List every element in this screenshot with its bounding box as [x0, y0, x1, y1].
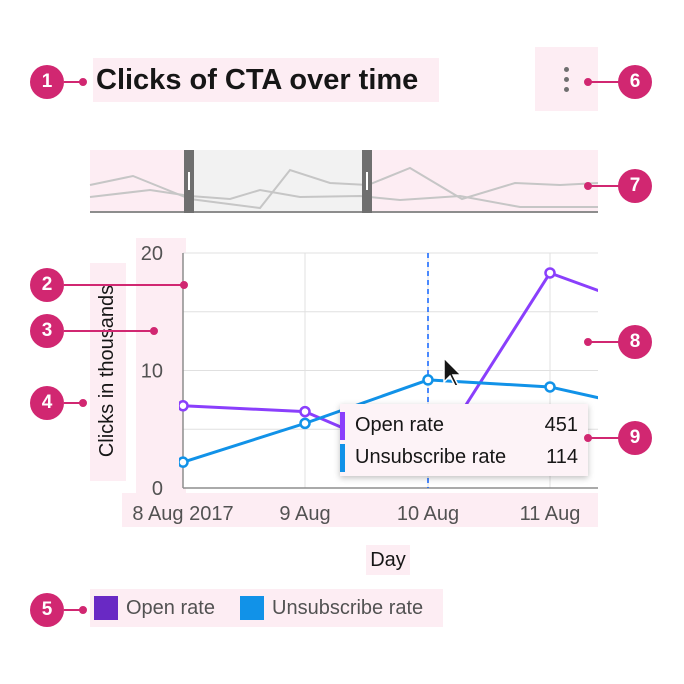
y-axis-title-highlight — [90, 263, 126, 481]
annotation-marker: 9 — [618, 421, 652, 455]
handle-grip-icon — [366, 172, 368, 190]
y-tick-label: 0 — [152, 478, 163, 500]
tooltip-row-unsubscribe-rate: Unsubscribe rate 114 — [340, 440, 588, 472]
legend-swatch — [240, 596, 264, 620]
handle-grip-icon — [188, 172, 190, 190]
annotation-marker: 8 — [618, 325, 652, 359]
tooltip-label: Unsubscribe rate — [355, 446, 507, 468]
data-point — [179, 456, 189, 468]
x-axis-highlight — [122, 493, 598, 527]
x-tick-label: 9 Aug — [279, 503, 330, 525]
y-tick-label: 10 — [141, 361, 163, 383]
data-point — [544, 381, 556, 393]
legend-label: Unsubscribe rate — [272, 597, 424, 619]
zoom-bar-preview-line — [89, 188, 598, 208]
x-axis-title: Day — [370, 549, 406, 571]
y-axis-highlight — [136, 238, 186, 493]
annotation-marker: 6 — [618, 65, 652, 99]
legend-item-open-rate[interactable]: Open rate — [90, 589, 230, 627]
legend-label: Open rate — [126, 597, 215, 619]
mouse-cursor-icon — [443, 356, 463, 387]
x-tick-label: 10 Aug — [397, 503, 459, 525]
annotation-marker: 2 — [30, 268, 64, 302]
data-point — [179, 400, 189, 412]
tooltip-value: 451 — [544, 414, 578, 436]
tooltip-swatch — [340, 444, 345, 472]
tooltip-swatch — [340, 412, 345, 440]
x-tick-label: 8 Aug 2017 — [132, 503, 233, 525]
annotation-marker: 5 — [30, 593, 64, 627]
x-tick-label: 11 Aug — [520, 503, 581, 525]
annotation-marker: 4 — [30, 386, 64, 420]
annotation-marker: 3 — [30, 314, 64, 348]
tooltip-row-open-rate: Open rate 451 — [340, 408, 588, 440]
tooltip-label: Open rate — [355, 414, 444, 436]
annotation-marker: 1 — [30, 65, 64, 99]
y-axis-title: Clicks in thousands — [96, 285, 118, 457]
y-tick-label: 20 — [141, 243, 163, 265]
annotation-marker: 7 — [618, 169, 652, 203]
chart-title: Clicks of CTA over time — [93, 58, 439, 102]
data-point — [422, 374, 434, 386]
tooltip-value: 114 — [546, 446, 578, 468]
legend-swatch — [94, 596, 118, 620]
x-axis-title-highlight — [366, 545, 410, 575]
legend: Open rate Unsubscribe rate — [90, 589, 443, 627]
legend-item-unsubscribe-rate[interactable]: Unsubscribe rate — [236, 589, 443, 627]
data-point — [544, 267, 556, 279]
data-point — [299, 417, 311, 430]
data-point — [299, 405, 311, 418]
tooltip: Open rate 451 Unsubscribe rate 114 — [340, 404, 588, 476]
